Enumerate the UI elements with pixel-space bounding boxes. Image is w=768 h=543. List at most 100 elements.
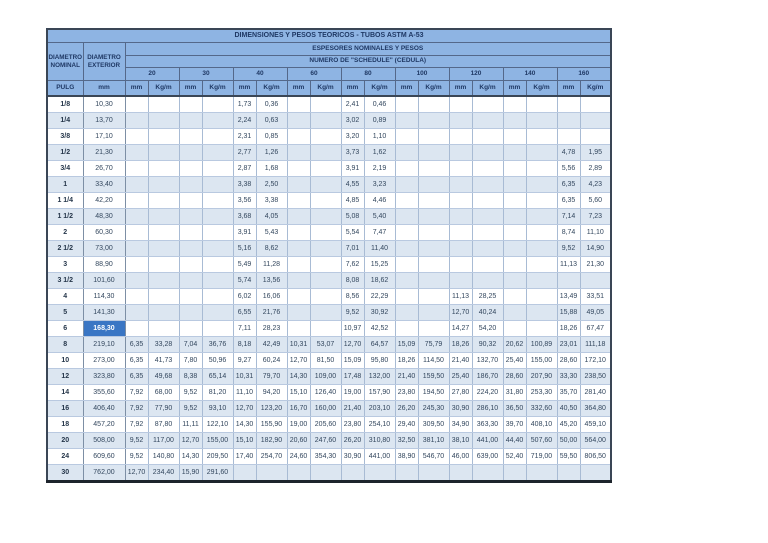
cell[interactable] (525, 240, 558, 257)
cell[interactable]: 155,90 (255, 416, 288, 433)
cell[interactable]: 18,26 (394, 352, 419, 369)
cell[interactable] (579, 128, 612, 145)
cell-nominal[interactable]: 2 (46, 224, 84, 241)
cell-nominal[interactable]: 1/2 (46, 144, 84, 161)
cell[interactable]: 14,90 (579, 240, 612, 257)
cell[interactable]: 7,14 (556, 208, 581, 225)
cell-od[interactable]: 60,30 (82, 224, 126, 241)
cell[interactable]: 5,40 (363, 208, 396, 225)
cell[interactable] (448, 192, 473, 209)
cell[interactable] (340, 464, 365, 483)
cell[interactable] (471, 208, 504, 225)
cell[interactable]: 254,10 (363, 416, 396, 433)
cell[interactable]: 546,70 (417, 448, 450, 465)
schedule-80[interactable]: 80 (340, 67, 396, 81)
cell[interactable] (502, 320, 527, 337)
cell[interactable] (309, 160, 342, 177)
cell[interactable]: 41,73 (147, 352, 180, 369)
cell[interactable]: 31,80 (502, 384, 527, 401)
cell[interactable] (417, 224, 450, 241)
cell-nominal[interactable]: 10 (46, 352, 84, 369)
cell[interactable] (201, 144, 234, 161)
cell[interactable]: 5,56 (556, 160, 581, 177)
cell[interactable] (417, 176, 450, 193)
cell[interactable] (525, 160, 558, 177)
cell[interactable]: 8,08 (340, 272, 365, 289)
cell[interactable] (502, 240, 527, 257)
cell[interactable] (471, 256, 504, 273)
cell[interactable] (124, 320, 149, 337)
cell[interactable]: 6,35 (556, 192, 581, 209)
cell[interactable]: 7,23 (579, 208, 612, 225)
cell-od[interactable]: 508,00 (82, 432, 126, 449)
cell[interactable]: 4,85 (340, 192, 365, 209)
cell[interactable]: 53,07 (309, 336, 342, 353)
cell[interactable] (448, 160, 473, 177)
cell[interactable] (471, 192, 504, 209)
cell-od[interactable]: 457,20 (82, 416, 126, 433)
cell[interactable]: 122,10 (201, 416, 234, 433)
cell[interactable]: 7,04 (178, 336, 203, 353)
cell[interactable]: 4,78 (556, 144, 581, 161)
cell[interactable]: 5,43 (255, 224, 288, 241)
cell[interactable] (448, 272, 473, 289)
unit-mm-sch20[interactable]: mm (124, 80, 149, 97)
cell-nominal[interactable]: 14 (46, 384, 84, 401)
cell-nominal[interactable]: 1 1/2 (46, 208, 84, 225)
cell[interactable] (255, 464, 288, 483)
cell[interactable]: 42,49 (255, 336, 288, 353)
cell[interactable]: 26,20 (394, 400, 419, 417)
cell[interactable] (178, 208, 203, 225)
cell-od[interactable]: 13,70 (82, 112, 126, 129)
cell[interactable] (394, 160, 419, 177)
cell[interactable]: 364,80 (579, 400, 612, 417)
cell-od[interactable]: 48,30 (82, 208, 126, 225)
cell[interactable]: 1,10 (363, 128, 396, 145)
cell[interactable] (502, 128, 527, 145)
cell[interactable]: 81,20 (201, 384, 234, 401)
cell[interactable] (201, 256, 234, 273)
cell[interactable]: 4,05 (255, 208, 288, 225)
cell[interactable]: 15,09 (394, 336, 419, 353)
cell[interactable]: 2,77 (232, 144, 257, 161)
cell[interactable]: 234,40 (147, 464, 180, 483)
cell-nominal[interactable]: 3 (46, 256, 84, 273)
cell[interactable]: 441,00 (363, 448, 396, 465)
cell[interactable]: 29,40 (394, 416, 419, 433)
cell[interactable]: 309,50 (417, 416, 450, 433)
cell[interactable]: 719,00 (525, 448, 558, 465)
cell[interactable]: 11,28 (255, 256, 288, 273)
cell[interactable]: 22,29 (363, 288, 396, 305)
cell-nominal[interactable]: 5 (46, 304, 84, 321)
cell[interactable]: 254,70 (255, 448, 288, 465)
cell[interactable] (502, 288, 527, 305)
cell[interactable] (448, 176, 473, 193)
cell[interactable]: 5,54 (340, 224, 365, 241)
cell[interactable]: 14,30 (178, 448, 203, 465)
cell[interactable] (178, 96, 203, 113)
cell[interactable]: 5,08 (340, 208, 365, 225)
cell[interactable]: 20,62 (502, 336, 527, 353)
schedule-20[interactable]: 20 (124, 67, 180, 81)
cell[interactable]: 35,70 (556, 384, 581, 401)
cell[interactable] (124, 240, 149, 257)
cell[interactable]: 114,50 (417, 352, 450, 369)
cell[interactable] (286, 192, 311, 209)
cell[interactable]: 49,68 (147, 368, 180, 385)
cell[interactable] (471, 128, 504, 145)
cell[interactable] (309, 256, 342, 273)
cell[interactable] (394, 224, 419, 241)
cell[interactable] (124, 160, 149, 177)
cell[interactable]: 28,60 (556, 352, 581, 369)
cell[interactable] (286, 208, 311, 225)
cell[interactable]: 100,89 (525, 336, 558, 353)
cell[interactable]: 155,00 (525, 352, 558, 369)
cell[interactable]: 49,05 (579, 304, 612, 321)
cell[interactable]: 52,40 (502, 448, 527, 465)
cell[interactable] (147, 256, 180, 273)
cell[interactable] (579, 464, 612, 483)
cell[interactable] (309, 464, 342, 483)
cell[interactable]: 54,20 (471, 320, 504, 337)
cell[interactable]: 3,38 (232, 176, 257, 193)
cell[interactable] (394, 128, 419, 145)
